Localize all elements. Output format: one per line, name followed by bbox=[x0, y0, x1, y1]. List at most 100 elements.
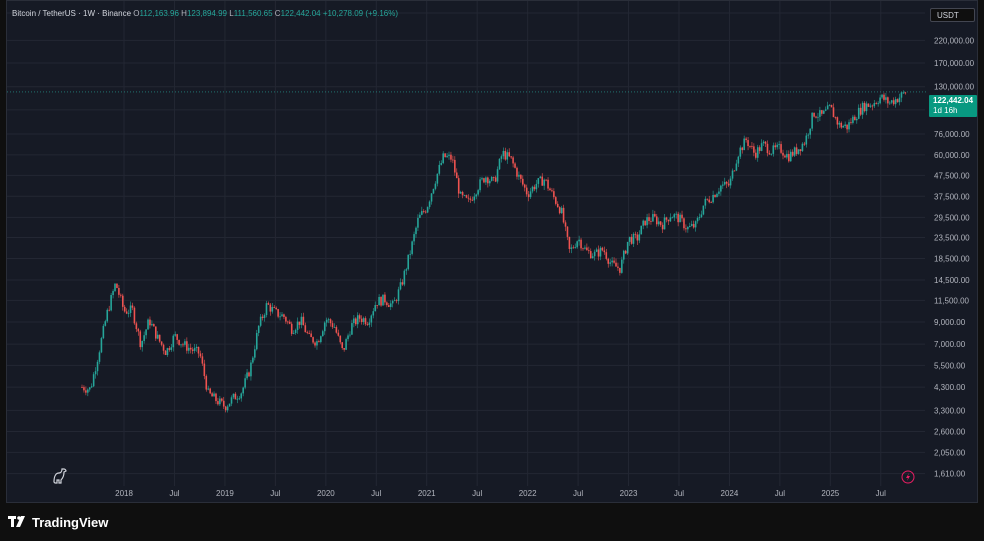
candle-body bbox=[716, 193, 718, 198]
candle-body bbox=[615, 262, 617, 267]
candle-body bbox=[250, 362, 252, 377]
time-tick-label: 2025 bbox=[821, 489, 839, 498]
candle-body bbox=[642, 220, 644, 226]
candle-body bbox=[739, 147, 742, 157]
candle-body bbox=[127, 312, 130, 314]
candle-body bbox=[634, 233, 637, 235]
brand-footer[interactable]: TradingView bbox=[8, 514, 108, 530]
candle-body bbox=[389, 303, 392, 307]
candle-body bbox=[172, 335, 175, 348]
candle-body bbox=[271, 307, 274, 312]
candle-body bbox=[391, 301, 394, 304]
candle-body bbox=[417, 217, 419, 228]
candle-body bbox=[566, 226, 569, 237]
candle-body bbox=[685, 228, 687, 230]
candle-body bbox=[248, 372, 250, 377]
candle-body bbox=[788, 153, 790, 162]
candle-body bbox=[591, 256, 594, 259]
time-tick-label: Jul bbox=[876, 489, 886, 498]
time-tick-label: 2021 bbox=[418, 489, 436, 498]
candle-body bbox=[541, 176, 544, 186]
candle-body bbox=[770, 153, 773, 155]
candle-body bbox=[525, 187, 528, 195]
candle-body bbox=[455, 172, 458, 179]
candle-body bbox=[186, 341, 188, 351]
price-axis[interactable]: 300,000.00220,000.00170,000.00130,000.00… bbox=[934, 9, 975, 479]
candle-body bbox=[411, 241, 413, 254]
candle-body bbox=[151, 324, 153, 326]
tradingview-logo-icon bbox=[8, 516, 25, 527]
candle-body bbox=[694, 221, 697, 228]
candle-body bbox=[222, 400, 225, 407]
price-tick-label: 7,000.00 bbox=[934, 340, 966, 349]
candle-body bbox=[197, 346, 200, 354]
candle-body bbox=[760, 143, 763, 151]
candle-body bbox=[310, 333, 312, 338]
candle-body bbox=[176, 334, 178, 340]
candle-body bbox=[879, 97, 881, 104]
candle-body bbox=[339, 335, 342, 343]
candle-body bbox=[294, 329, 297, 333]
open-label: O bbox=[133, 9, 140, 18]
candle-body bbox=[362, 318, 365, 323]
candle-body bbox=[533, 186, 536, 190]
price-tick-label: 11,500.00 bbox=[934, 296, 970, 305]
candle-body bbox=[539, 176, 542, 179]
candle-body bbox=[382, 294, 384, 306]
candle-body bbox=[859, 107, 862, 115]
candle-body bbox=[422, 211, 425, 212]
candle-body bbox=[646, 217, 648, 226]
candle-body bbox=[813, 112, 815, 117]
candle-body bbox=[751, 146, 753, 147]
candle-body bbox=[442, 153, 444, 164]
candle-body bbox=[564, 222, 567, 227]
candle-body bbox=[374, 305, 377, 312]
candle-body bbox=[384, 294, 386, 303]
candle-body bbox=[904, 92, 907, 94]
price-tick-label: 37,500.00 bbox=[934, 192, 970, 201]
candle-body bbox=[605, 252, 608, 259]
candle-body bbox=[121, 295, 124, 307]
candle-body bbox=[803, 143, 806, 145]
time-tick-label: Jul bbox=[472, 489, 482, 498]
candle-body bbox=[88, 387, 91, 390]
candle-body bbox=[852, 116, 854, 123]
candle-body bbox=[622, 250, 625, 260]
grid-lines bbox=[7, 1, 925, 486]
lightning-icon[interactable] bbox=[901, 470, 915, 484]
candle-body bbox=[521, 178, 524, 185]
time-tick-label: 2024 bbox=[721, 489, 739, 498]
candle-body bbox=[353, 318, 355, 324]
dino-icon[interactable] bbox=[53, 468, 67, 484]
candle-body bbox=[523, 184, 526, 188]
candle-body bbox=[281, 314, 283, 317]
currency-button[interactable]: USDT bbox=[930, 8, 975, 22]
candle-body bbox=[669, 217, 672, 222]
candle-body bbox=[145, 329, 147, 336]
price-tick-label: 14,500.00 bbox=[934, 276, 970, 285]
candle-body bbox=[881, 94, 883, 98]
candle-body bbox=[203, 363, 206, 377]
candle-body bbox=[547, 179, 549, 189]
candle-body bbox=[516, 167, 518, 177]
chart-area[interactable] bbox=[6, 0, 978, 503]
candle-body bbox=[560, 207, 563, 214]
candle-body bbox=[898, 97, 901, 103]
candle-body bbox=[92, 374, 95, 387]
candle-body bbox=[543, 179, 545, 186]
candle-body bbox=[733, 170, 736, 172]
candle-body bbox=[490, 176, 493, 181]
candle-body bbox=[514, 163, 516, 168]
candle-body bbox=[112, 291, 114, 295]
candle-body bbox=[288, 321, 291, 324]
candle-body bbox=[778, 144, 780, 145]
candle-body bbox=[665, 217, 668, 220]
candle-body bbox=[430, 193, 433, 202]
price-tick-label: 76,000.00 bbox=[934, 130, 970, 139]
time-axis[interactable]: 2018 Jul 2019 Jul 2020 Jul 2021 Jul 2022 Jul 2023 J… bbox=[115, 489, 886, 498]
candle-body bbox=[582, 248, 584, 250]
candle-body bbox=[191, 349, 194, 351]
candle-body bbox=[358, 315, 361, 319]
price-chart[interactable]: 300,000.00220,000.00170,000.00130,000.00… bbox=[0, 0, 984, 503]
candle-body bbox=[885, 97, 887, 100]
